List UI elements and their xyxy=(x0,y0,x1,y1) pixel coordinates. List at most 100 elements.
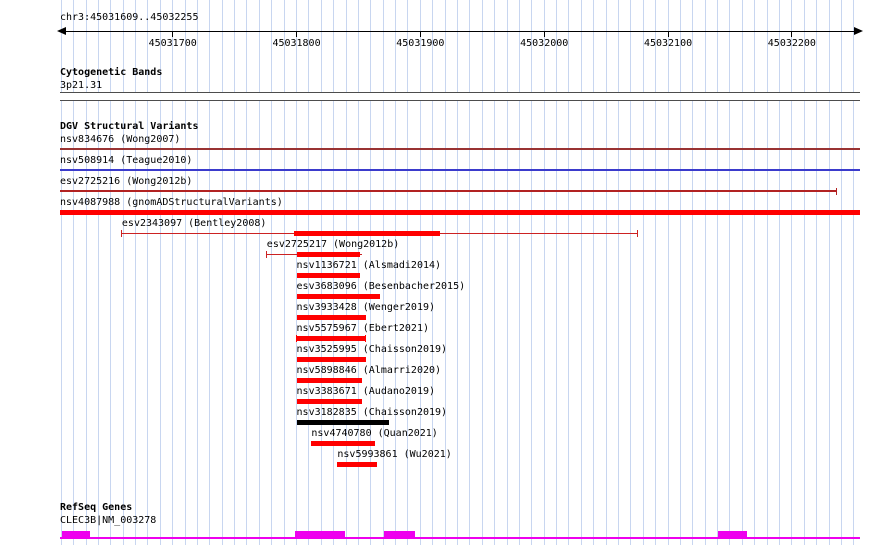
ruler-tick-label: 45031700 xyxy=(148,38,197,49)
gridline xyxy=(531,0,533,545)
gridline xyxy=(271,0,273,545)
gene-exon[interactable] xyxy=(295,531,345,539)
gridline xyxy=(258,0,260,545)
gridline xyxy=(85,0,87,545)
variant-label: esv3683096 (Besenbacher2015) xyxy=(296,281,466,292)
gridline xyxy=(457,0,459,545)
variant-end-tick xyxy=(266,251,268,258)
gridline xyxy=(419,0,421,545)
refseq-header: RefSeq Genes xyxy=(60,502,133,513)
gridline xyxy=(568,0,570,545)
variant-bar[interactable] xyxy=(337,462,378,467)
gridline xyxy=(556,0,558,545)
variant-line[interactable] xyxy=(60,169,860,171)
gridline xyxy=(729,0,731,545)
gridline xyxy=(803,0,805,545)
variant-label: nsv508914 (Teague2010) xyxy=(60,155,193,166)
variant-line[interactable] xyxy=(60,148,860,150)
gridline xyxy=(791,0,793,545)
gridline xyxy=(469,0,471,545)
variant-bar[interactable] xyxy=(296,378,363,383)
gridline xyxy=(135,0,137,545)
refseq-gene-name: CLEC3B|NM_003278 xyxy=(60,515,157,526)
ruler-tick xyxy=(667,32,669,37)
gridline xyxy=(580,0,582,545)
ruler-tick xyxy=(543,32,545,37)
gridline xyxy=(172,0,174,545)
gridline xyxy=(741,0,743,545)
gridline xyxy=(234,0,236,545)
variant-label: nsv5575967 (Ebert2021) xyxy=(296,323,429,334)
gridline xyxy=(779,0,780,545)
ruler-tick xyxy=(296,32,298,37)
variant-bar[interactable] xyxy=(296,252,360,257)
gridline xyxy=(840,0,842,545)
ruler-tick xyxy=(172,32,174,37)
gridline xyxy=(184,0,186,545)
variant-bar[interactable] xyxy=(296,315,366,320)
cytoband-name: 3p21.31 xyxy=(60,80,103,91)
gridline xyxy=(110,0,112,545)
gridline xyxy=(481,0,483,545)
variant-bar[interactable] xyxy=(296,420,390,425)
cytoband-glyph xyxy=(60,92,860,101)
gridline xyxy=(432,0,434,545)
gridline xyxy=(655,0,657,545)
variant-bar[interactable] xyxy=(60,210,860,215)
variant-end-tick xyxy=(835,188,837,195)
variant-label: nsv3933428 (Wenger2019) xyxy=(296,302,436,313)
ruler-tick xyxy=(791,32,793,37)
gridline xyxy=(296,0,298,545)
variant-label: nsv4740780 (Quan2021) xyxy=(311,428,438,439)
gridline xyxy=(308,0,310,545)
variant-label: nsv3182835 (Chaisson2019) xyxy=(296,407,448,418)
variant-bar[interactable] xyxy=(296,294,380,299)
gridline xyxy=(543,0,545,545)
gridline xyxy=(333,0,335,545)
variant-label: nsv5898846 (Almarri2020) xyxy=(296,365,442,376)
gridline xyxy=(828,0,830,545)
gridline xyxy=(642,0,644,545)
gridline xyxy=(147,0,149,545)
variant-end-tick xyxy=(121,230,123,237)
variant-label: esv2343097 (Bentley2008) xyxy=(121,218,267,229)
variant-label: nsv4087988 (gnomADStructuralVariants) xyxy=(60,197,283,208)
variant-bar[interactable] xyxy=(311,441,375,446)
variant-bar[interactable] xyxy=(296,336,366,341)
ruler-tick xyxy=(419,32,421,37)
region-title: chr3:45031609..45032255 xyxy=(60,12,199,23)
gridline xyxy=(692,0,694,545)
variant-bar[interactable] xyxy=(294,231,441,236)
gene-exon[interactable] xyxy=(717,531,748,539)
gridline xyxy=(717,0,719,545)
gene-exon[interactable] xyxy=(62,531,90,539)
cytobands-header: Cytogenetic Bands xyxy=(60,67,163,78)
variant-bar[interactable] xyxy=(296,273,360,278)
gridline xyxy=(679,0,681,545)
ruler-arrow-left-icon xyxy=(57,27,66,35)
ruler-arrow-right-icon xyxy=(854,27,863,35)
variant-line[interactable] xyxy=(60,190,837,192)
variant-end-tick xyxy=(636,230,638,237)
gridline xyxy=(494,0,496,545)
ruler-tick-label: 45031800 xyxy=(272,38,321,49)
variant-bar[interactable] xyxy=(296,399,363,404)
gridline xyxy=(221,0,223,545)
gene-line[interactable] xyxy=(60,537,860,539)
gridline xyxy=(444,0,446,545)
variant-label: esv2725217 (Wong2012b) xyxy=(266,239,400,250)
gridline xyxy=(816,0,818,545)
gridline xyxy=(159,0,161,545)
gridline xyxy=(630,0,632,545)
variant-bar[interactable] xyxy=(296,357,366,362)
gridline xyxy=(60,0,62,545)
gridline xyxy=(704,0,706,545)
gridline xyxy=(122,0,124,545)
gridline xyxy=(73,0,75,545)
gridline xyxy=(382,0,384,545)
gene-exon[interactable] xyxy=(384,531,416,539)
ruler-line xyxy=(66,31,854,32)
